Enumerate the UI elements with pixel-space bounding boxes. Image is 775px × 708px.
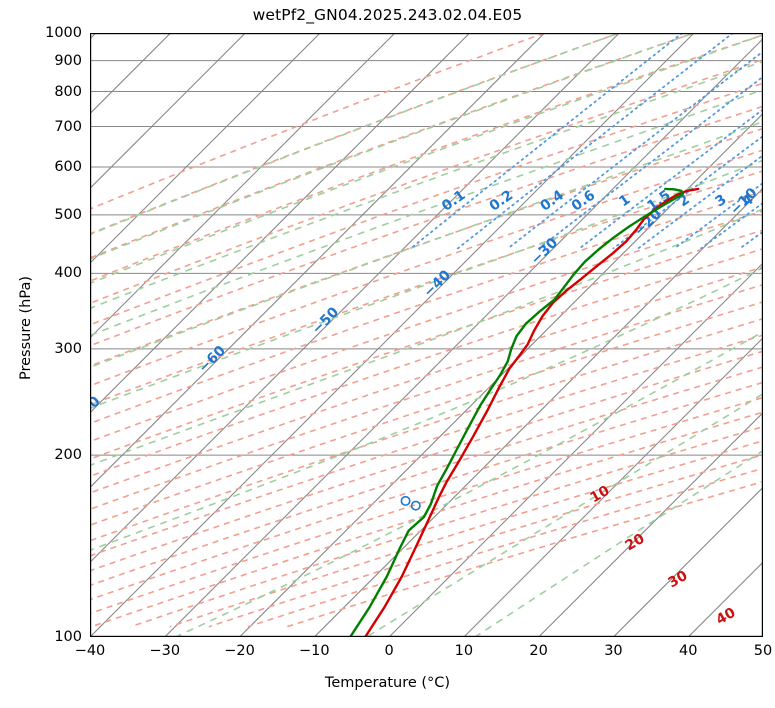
y-tick-label: 800	[54, 83, 82, 100]
mixing-ratio-label: 0.1	[439, 187, 469, 214]
x-tick-label: −40	[74, 643, 106, 659]
page-title: wetPf2_GN04.2025.243.02.04.E05	[252, 6, 523, 24]
x-tick-label: 50	[753, 643, 773, 659]
y-tick-label: 900	[54, 52, 82, 69]
isotherm-label: −50	[309, 304, 343, 338]
y-tick-label: 600	[54, 158, 82, 175]
y-tick-label: 500	[54, 206, 82, 223]
x-tick-label: 30	[604, 643, 623, 659]
plot-area: −70 −60 −50 −40 −30 −20 −10 0.1 0.2 0.4 0.6 1 1.5 2 3 4…	[90, 33, 763, 637]
x-axis-label: Temperature (°C)	[324, 675, 451, 691]
isotherm-label: −40	[421, 267, 455, 301]
isotherm-label: −60	[196, 343, 230, 377]
x-tick-label: −10	[299, 643, 330, 659]
y-axis-label: Pressure (hPa)	[18, 276, 34, 381]
mixing-ratio-label: 1	[616, 192, 633, 211]
profile-line-dewpoint	[349, 187, 685, 637]
y-tick-label: 100	[54, 629, 82, 645]
y-tick-label: 700	[54, 118, 82, 135]
x-tick-label: 40	[678, 643, 698, 659]
isotherm-marker-upper	[410, 500, 421, 511]
x-tick-label: −20	[224, 643, 255, 659]
dry-adiabat-label: 20	[623, 531, 648, 555]
x-tick-label: −30	[149, 643, 181, 659]
skewt-plot-svg: −70−60−50−40−30−20−100.1 0.2 0.4 0.6 1 1.5 2 3 4…	[90, 33, 763, 637]
dry-adiabat-label: 30	[666, 568, 691, 592]
y-tick-label: 200	[54, 447, 82, 464]
x-tick-label: 0	[384, 643, 394, 659]
y-tick-label: 1000	[45, 25, 82, 41]
y-tick-label: 400	[54, 265, 82, 282]
x-tick-label: 10	[454, 643, 474, 659]
y-tick-label: 300	[54, 340, 82, 357]
isotherm-label: −70	[90, 393, 104, 427]
mixing-ratio-label: 0.4	[537, 187, 567, 214]
isotherm-marker-upper-2	[400, 495, 411, 506]
x-tick-label: 20	[529, 643, 548, 659]
